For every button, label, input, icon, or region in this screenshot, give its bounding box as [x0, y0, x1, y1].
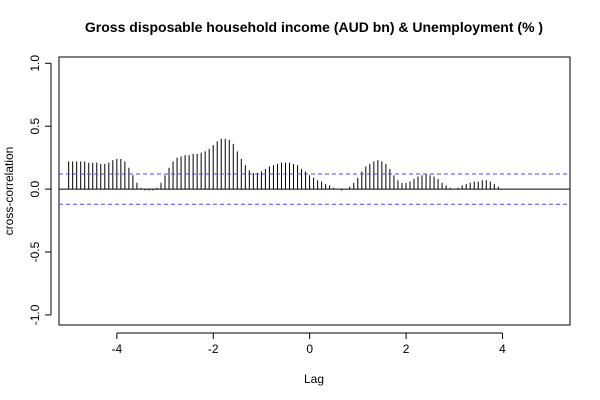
- y-tick-label: 1.0: [28, 55, 42, 72]
- plot-frame: [58, 56, 571, 326]
- y-tick-label: -1.0: [28, 304, 42, 325]
- x-tick-label: 0: [306, 342, 313, 356]
- x-tick-label: 2: [403, 342, 410, 356]
- bars-group: [68, 138, 499, 191]
- x-tick-label: -4: [112, 342, 123, 356]
- y-axis-label: cross-correlation: [2, 147, 16, 236]
- y-tick-label: -0.5: [28, 241, 42, 262]
- chart-title: Gross disposable household income (AUD b…: [85, 19, 543, 35]
- reference-lines: [59, 173, 570, 205]
- x-tick-label: 4: [499, 342, 506, 356]
- y-tick-label: 0.0: [28, 180, 42, 197]
- x-axis-label: Lag: [304, 372, 324, 386]
- x-tick-label: -2: [208, 342, 219, 356]
- y-axis: -1.0 -0.5 0.0 0.5 1.0: [28, 55, 52, 325]
- y-tick-label: 0.5: [28, 118, 42, 135]
- x-axis: -4 -2 0 2 4: [112, 332, 506, 356]
